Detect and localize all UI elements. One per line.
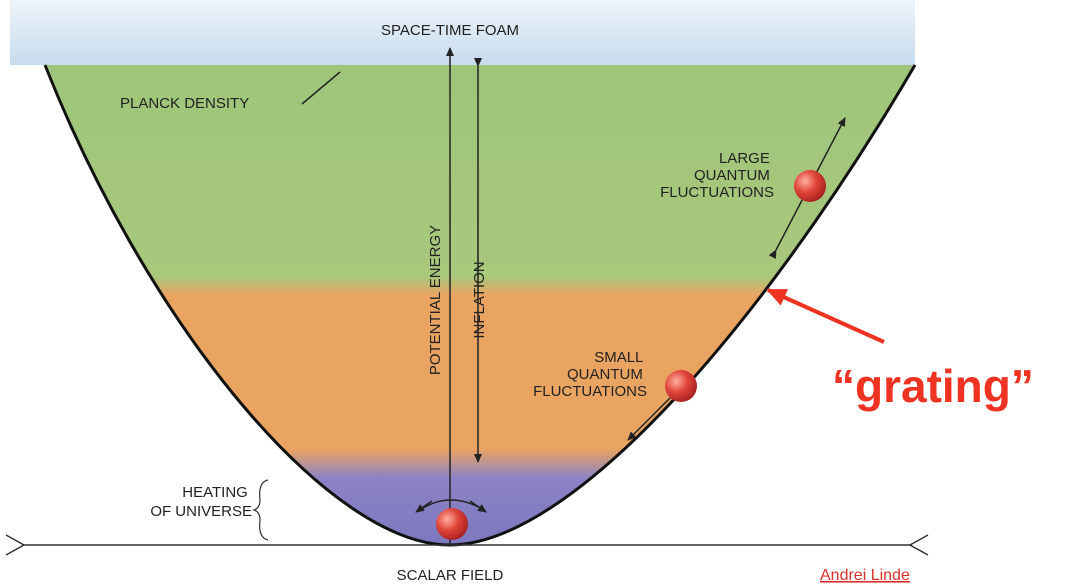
diagram: SPACE-TIME FOAM PLANCK DENSITY LARGE QUA…	[0, 0, 1084, 587]
text-line: QUANTUM	[567, 366, 643, 383]
text-line: HEATING	[182, 484, 248, 501]
planck-label: PLANCK DENSITY	[120, 95, 249, 112]
text-line: LARGE	[719, 150, 770, 167]
credit: Andrei Linde	[820, 567, 910, 584]
inflation-label: INFLATION	[471, 261, 488, 338]
foam-label: SPACE-TIME FOAM	[381, 22, 519, 39]
heating-brace	[254, 480, 268, 540]
text-line: FLUCTUATIONS	[533, 383, 647, 400]
text-line: FLUCTUATIONS	[660, 184, 774, 201]
ball	[665, 370, 697, 402]
annotation-arrow	[768, 290, 884, 342]
heating-label: HEATING OF UNIVERSE	[150, 484, 252, 520]
ball	[436, 508, 468, 540]
text-line: QUANTUM	[694, 167, 770, 184]
text-line: OF UNIVERSE	[150, 503, 252, 520]
annotation: “grating”	[832, 360, 1034, 412]
scalar-label: SCALAR FIELD	[397, 567, 504, 584]
potential-label: POTENTIAL ENERGY	[427, 225, 444, 375]
text-line: SMALL	[594, 349, 643, 366]
page: SPACE-TIME FOAM PLANCK DENSITY LARGE QUA…	[0, 0, 1084, 587]
ball	[794, 170, 826, 202]
